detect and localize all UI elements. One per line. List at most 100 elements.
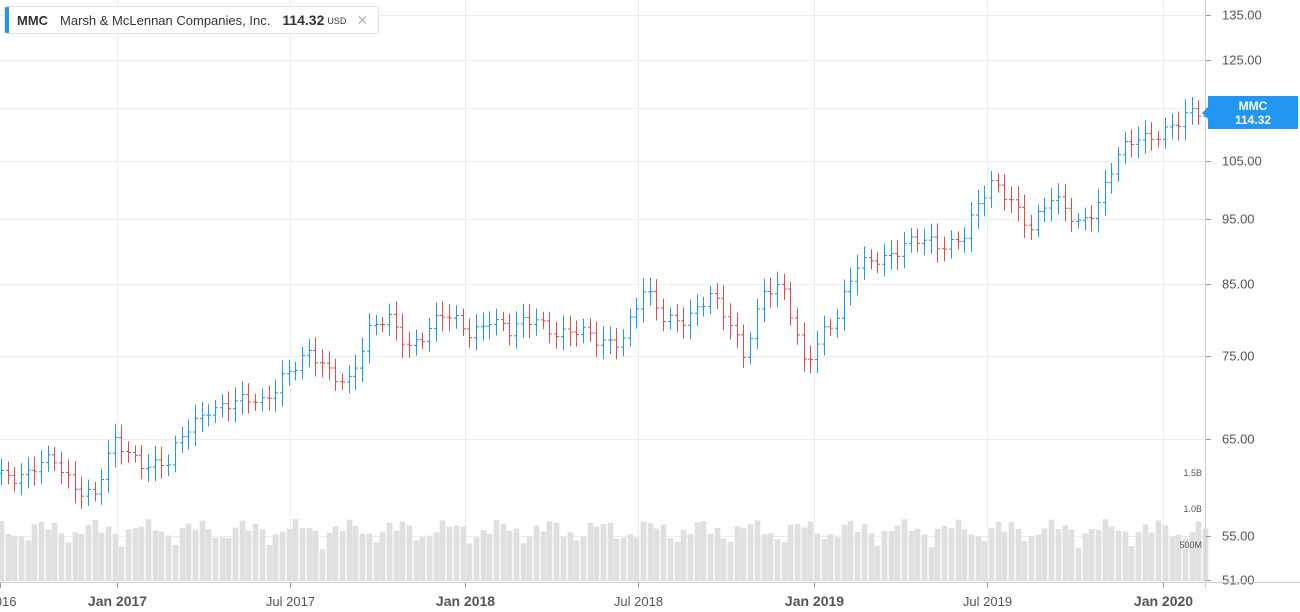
volume-bar (540, 531, 547, 581)
volume-bar (847, 520, 854, 581)
x-tick-label: Jul 2017 (266, 594, 315, 609)
volume-bar (774, 539, 781, 581)
y-tick-label: 65.00 (1222, 432, 1255, 447)
volume-bar (158, 531, 165, 581)
last-price-symbol: MMC (1238, 99, 1268, 113)
volume-bar (346, 519, 353, 581)
volume-bar (279, 531, 286, 581)
volume-bar (787, 524, 794, 581)
volume-bar (419, 537, 426, 581)
volume-bar (894, 525, 901, 581)
volume-bar (520, 543, 527, 581)
volume-bar (58, 533, 65, 581)
volume-bar (65, 542, 72, 581)
volume-bar (740, 528, 747, 581)
volume-bar (934, 528, 941, 581)
x-tick-label: Jul 2018 (614, 594, 663, 609)
volume-bar (446, 526, 453, 581)
volume-bar (118, 546, 125, 581)
volume-bar (908, 531, 915, 581)
volume-bar (901, 519, 908, 581)
volume-bar (493, 519, 500, 581)
volume-bar (834, 537, 841, 581)
ohlc-bars (0, 97, 1208, 509)
volume-bar (955, 519, 962, 581)
volume-bar (881, 530, 888, 581)
volume-bar (1062, 525, 1069, 581)
volume-bar (332, 526, 339, 581)
volume-bar (627, 534, 634, 581)
volume-bar (1115, 530, 1122, 581)
volume-bar (1195, 521, 1202, 581)
volume-bar (854, 531, 861, 581)
volume-bar (205, 529, 212, 581)
legend-accent-bar (5, 7, 9, 33)
volume-bar (172, 544, 179, 581)
volume-bar (975, 536, 982, 581)
volume-bar (480, 530, 487, 581)
volume-bar (593, 526, 600, 581)
volume-bar (1155, 520, 1162, 581)
y-tick-label: 85.00 (1222, 277, 1255, 292)
last-price-tag: MMC 114.32 (1202, 96, 1298, 129)
volume-bar (1015, 528, 1022, 581)
volume-bar (1095, 530, 1102, 581)
volume-bar (921, 534, 928, 581)
volume-bar (653, 528, 660, 581)
volume-bar (152, 530, 159, 581)
volume-bar (299, 527, 306, 581)
volume-bar (761, 534, 768, 581)
volume-bar (968, 534, 975, 581)
volume-bar (25, 540, 32, 581)
x-tick-label: Jan 2020 (1134, 593, 1193, 609)
close-icon[interactable]: ✕ (356, 11, 369, 28)
gridlines (0, 0, 1205, 581)
volume-bar (326, 532, 333, 581)
volume-bar (647, 523, 654, 581)
volume-bar (266, 544, 273, 581)
volume-bar (453, 525, 460, 581)
volume-bar (981, 541, 988, 581)
volume-bar (1055, 529, 1062, 581)
volume-bar (613, 538, 620, 581)
volume-tick-label: 1.0B (1183, 504, 1202, 514)
volume-bar (573, 540, 580, 581)
volume-bar (112, 533, 119, 581)
volume-bar (707, 533, 714, 581)
symbol-legend[interactable]: MMC Marsh & McLennan Companies, Inc. 114… (4, 6, 380, 34)
volume-bar (1122, 531, 1129, 581)
volume-bar (687, 533, 694, 581)
volume-bar (138, 526, 145, 581)
volume-bar (272, 534, 279, 581)
volume-bar (359, 533, 366, 581)
volume-bar (500, 523, 507, 581)
volume-bar (38, 522, 45, 581)
volume-bar (460, 526, 467, 581)
x-tick-label: Jan 2019 (785, 593, 844, 609)
volume-bar (620, 537, 627, 581)
volume-bar (874, 545, 881, 581)
volume-bar (988, 527, 995, 581)
volume-bar (312, 530, 319, 581)
volume-bar (399, 521, 406, 581)
volume-bar (199, 520, 206, 581)
volume-bar (0, 520, 5, 581)
volume-bar (31, 524, 38, 581)
volume-bar (51, 522, 58, 581)
volume-bar (888, 531, 895, 581)
volume-bar (185, 523, 192, 581)
volume-bar (1128, 546, 1135, 581)
volume-bar (1135, 532, 1142, 581)
volume-bar (379, 531, 386, 581)
volume-bar (1142, 524, 1149, 581)
volume-tick-label: 1.5B (1183, 468, 1202, 478)
volume-bar (821, 538, 828, 581)
y-tick-label: 105.00 (1222, 154, 1262, 169)
volume-bar (1075, 548, 1082, 581)
volume-bar (252, 523, 259, 581)
volume-bar (406, 525, 413, 581)
volume-bar (1001, 531, 1008, 581)
volume-bar (1102, 519, 1109, 581)
volume-bar (5, 534, 12, 581)
